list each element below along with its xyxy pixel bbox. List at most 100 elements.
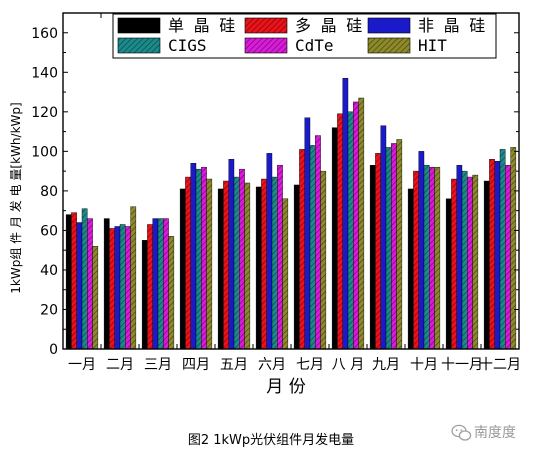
bar <box>337 113 343 350</box>
bar <box>179 188 186 350</box>
bar <box>277 164 283 350</box>
bar <box>168 236 175 350</box>
bar <box>396 139 403 350</box>
legend-label: CIGS <box>168 36 207 55</box>
y-tick-label: 120 <box>31 105 58 121</box>
bar <box>434 166 441 350</box>
bar <box>309 145 316 350</box>
legend-box <box>112 13 497 59</box>
bar <box>76 222 83 350</box>
bar <box>293 184 300 350</box>
bar <box>261 178 267 350</box>
bar <box>223 180 229 350</box>
bar <box>271 176 278 350</box>
legend-swatch <box>117 37 161 54</box>
bar <box>385 147 392 350</box>
bar <box>233 176 240 350</box>
x-tick-label: 二月 <box>106 357 134 373</box>
y-tick-label: 40 <box>40 263 58 279</box>
bar <box>81 208 88 350</box>
x-tick-label: 十月 <box>410 357 438 373</box>
bar <box>391 143 397 350</box>
bar <box>163 218 169 350</box>
bar <box>266 153 273 350</box>
bar <box>461 170 468 350</box>
watermark: 南度度 <box>451 424 516 441</box>
bar <box>185 176 191 350</box>
figure-caption: 图2 1kWp光伏组件月发电量 <box>188 432 354 448</box>
bar <box>195 168 202 350</box>
bar <box>407 188 414 350</box>
bar <box>489 159 495 350</box>
bar <box>239 168 245 350</box>
x-axis-title: 月 份 <box>266 377 305 397</box>
bar <box>299 149 305 350</box>
bar <box>147 224 153 350</box>
bar <box>483 180 490 350</box>
bar <box>304 117 311 350</box>
bar <box>315 135 321 350</box>
bar <box>429 166 435 350</box>
bar <box>320 170 327 350</box>
bar <box>157 218 164 350</box>
legend-swatch <box>244 37 288 54</box>
x-tick-label: 五月 <box>220 357 248 373</box>
legend-swatch <box>117 17 161 34</box>
x-tick-label: 十二月 <box>479 357 521 373</box>
y-tick-label: 160 <box>31 26 58 42</box>
bar <box>119 224 126 350</box>
legend-swatch <box>244 17 288 34</box>
bar <box>103 218 110 350</box>
bar <box>445 198 452 350</box>
bar <box>71 212 77 350</box>
legend-label: HIT <box>418 36 447 55</box>
legend-swatch <box>367 37 411 54</box>
bar <box>353 101 359 350</box>
bar <box>369 164 376 350</box>
bar <box>125 226 131 350</box>
bar <box>87 218 93 350</box>
legend-swatch <box>367 17 411 34</box>
bar <box>130 206 137 350</box>
bar <box>413 170 419 350</box>
y-tick-label: 100 <box>31 144 58 160</box>
bar <box>190 163 197 350</box>
bar <box>141 240 148 350</box>
x-tick-label: 七月 <box>296 357 324 373</box>
legend: 单 晶 硅 多 晶 硅 非 晶 硅 CIGS CdTe HIT <box>112 13 497 59</box>
x-tick-label: 十一月 <box>441 357 483 373</box>
y-tick-label: 20 <box>40 302 58 318</box>
y-tick-label: 0 <box>49 342 58 358</box>
bar <box>418 151 425 350</box>
wechat-icon <box>451 424 472 441</box>
bar <box>358 97 365 350</box>
legend-label: CdTe <box>295 36 334 55</box>
x-tick-label: 三月 <box>144 357 172 373</box>
bars-layer <box>65 78 517 350</box>
x-tick-label: 六月 <box>258 357 286 373</box>
bar <box>380 125 387 350</box>
bar <box>255 186 262 350</box>
bar <box>217 188 224 350</box>
legend-label: 非 晶 硅 <box>418 16 485 35</box>
bar <box>228 159 235 350</box>
x-tick-label: 一月 <box>68 357 96 373</box>
bar <box>109 228 115 350</box>
y-tick-label: 80 <box>40 184 58 200</box>
bar <box>505 164 511 350</box>
bar <box>423 164 430 350</box>
y-tick-label: 60 <box>40 223 58 239</box>
y-axis-title: 1kWp组 件 月 发 电 量[kWh/kWp] <box>8 102 23 293</box>
bar <box>201 166 207 350</box>
bar <box>206 178 213 350</box>
bar <box>92 246 99 350</box>
bar <box>282 198 289 350</box>
bar <box>451 178 457 350</box>
y-tick-label: 140 <box>31 65 58 81</box>
bar <box>331 127 338 350</box>
legend-label: 多 晶 硅 <box>295 16 362 35</box>
bar <box>494 161 501 350</box>
bar <box>499 149 506 350</box>
x-tick-label: 九月 <box>372 357 400 373</box>
